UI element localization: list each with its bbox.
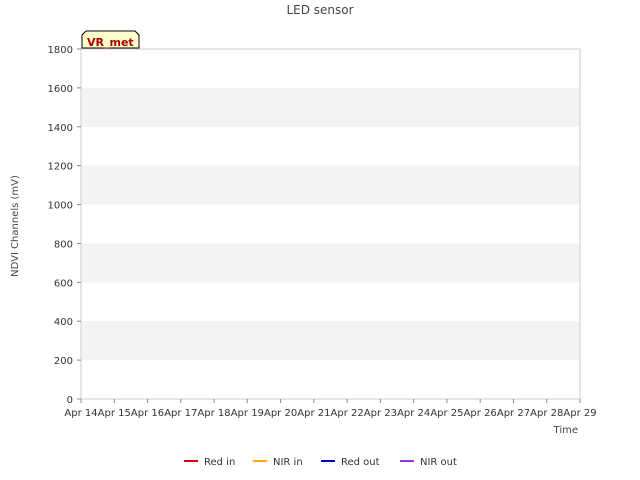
x-tick-label: Apr 19 (231, 408, 264, 419)
y-tick-label: 200 (54, 356, 73, 367)
x-tick-label: Apr 20 (264, 408, 297, 419)
grid-bands (81, 87, 580, 361)
x-tick-label: Apr 22 (331, 408, 364, 419)
x-axis: Apr 14 Apr 15 Apr 16 Apr 17 Apr 18 Apr 19 Apr … (64, 399, 597, 419)
x-axis-label: Time (553, 425, 578, 436)
site-badge-label: VR_met (87, 36, 134, 49)
grid-band (81, 243, 580, 283)
y-tick-label: 1400 (48, 123, 73, 134)
legend-label: Red out (341, 457, 380, 468)
x-tick-label: Apr 16 (131, 408, 164, 419)
site-badge: VR_met (81, 30, 140, 49)
y-axis: 0 200 400 600 800 1000 1200 1400 1600 1800 (48, 45, 81, 406)
plot-frame (80, 48, 581, 400)
site-badge-box (81, 30, 140, 49)
x-tick-label: Apr 24 (397, 408, 430, 419)
grid-band (81, 165, 580, 205)
y-tick-label: 600 (54, 278, 73, 289)
legend: Red in NIR in Red out NIR out (184, 457, 457, 468)
x-tick-label: Apr 15 (98, 408, 131, 419)
grid-band (81, 87, 580, 127)
x-tick-label: Apr 26 (464, 408, 497, 419)
x-tick-label: Apr 18 (197, 408, 230, 419)
x-tick-label: Apr 21 (297, 408, 330, 419)
y-tick-label: 1000 (48, 201, 73, 212)
legend-label: NIR out (420, 457, 457, 468)
grid-band (81, 321, 580, 361)
y-tick-label: 1800 (48, 45, 73, 56)
x-tick-label: Apr 14 (64, 408, 97, 419)
x-tick-label: Apr 25 (430, 408, 463, 419)
legend-label: NIR in (273, 457, 303, 468)
y-tick-label: 1600 (48, 84, 73, 95)
y-axis-label: NDVI Channels (mV) (10, 175, 21, 277)
x-tick-label: Apr 17 (164, 408, 197, 419)
y-tick-label: 0 (67, 395, 73, 406)
x-tick-label: Apr 28 (530, 408, 563, 419)
chart-title: LED sensor (286, 3, 353, 17)
legend-label: Red in (204, 457, 235, 468)
x-tick-label: Apr 27 (497, 408, 530, 419)
y-tick-label: 1200 (48, 162, 73, 173)
y-tick-label: 800 (54, 239, 73, 250)
x-tick-label: Apr 29 (563, 408, 596, 419)
y-tick-label: 400 (54, 317, 73, 328)
x-tick-label: Apr 23 (364, 408, 397, 419)
